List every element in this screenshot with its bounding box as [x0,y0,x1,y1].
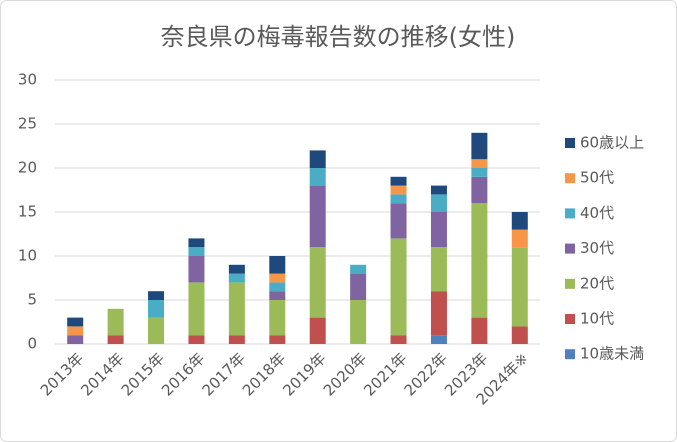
y-tick-label: 0 [27,335,37,353]
bar-segment [67,335,84,344]
bar-segment [269,300,286,336]
bar-segment [228,273,245,283]
chart-title: 奈良県の梅毒報告数の推移(女性) [161,23,516,51]
bar-segment [188,282,205,336]
bar-segment [188,238,205,248]
legend-swatch [565,138,575,148]
y-tick-label: 15 [18,203,37,221]
bar-segment [67,326,84,336]
bar-segment [309,168,326,186]
legend-label: 10代 [580,310,614,328]
legend-label: 60歳以上 [580,134,644,152]
legend-swatch [565,349,575,360]
y-tick-label: 5 [27,291,37,309]
y-tick-label: 10 [18,247,37,265]
bar-segment [188,256,205,283]
bar-segment [511,247,528,327]
bar-segment [430,185,447,195]
bar-segment [430,212,447,248]
legend-swatch [565,278,575,289]
bar-segment [390,203,407,239]
y-tick-label: 25 [18,115,37,133]
bar-segment [471,132,488,160]
bar-segment [228,264,245,274]
bar-segment [430,194,447,212]
bar-segment [430,335,447,344]
bar-segment [471,176,488,204]
bar-segment [309,185,326,248]
bar-segment [471,159,488,168]
bar-segment [430,247,447,292]
legend-swatch [565,314,575,324]
bar-segment [390,194,407,204]
bar-segment [350,273,367,300]
legend-label: 10歳未満 [580,345,644,363]
bar-segment [390,185,407,195]
bar-segment [309,247,326,318]
bar-segment [269,335,286,344]
bar-segment [188,247,205,256]
bar-segment [471,317,488,344]
bar-segment [390,176,407,186]
bar-segment [471,168,488,177]
bar-segment [309,150,326,168]
bar-segment [269,256,286,274]
bar-segment [471,203,488,318]
bar-segment [228,335,245,344]
y-tick-label: 30 [18,71,37,89]
bar-segment [148,300,165,318]
y-tick-label: 20 [18,159,37,177]
legend-label: 50代 [580,169,614,187]
bar-segment [350,300,367,344]
bar-segment [511,229,528,248]
legend-swatch [565,208,575,219]
bar-segment [350,264,367,274]
bar-segment [511,326,528,344]
bar-segment [511,212,528,230]
bar-segment [309,317,326,344]
legend-label: 30代 [580,239,614,257]
bar-segment [67,317,84,327]
bar-segment [390,238,407,336]
legend-label: 20代 [580,274,614,292]
legend-swatch [565,173,575,184]
legend-swatch [565,243,575,254]
bar-segment [148,317,165,344]
legend-label: 40代 [580,204,614,222]
bar-segment [390,335,407,344]
bar-segment [107,308,124,336]
bar-segment [269,273,286,283]
bar-segment [269,282,286,292]
bar-segment [228,282,245,336]
bar-segment [269,291,286,300]
bar-segment [107,335,124,344]
bar-segment [188,335,205,344]
bar-segment [430,291,447,336]
bar-segment [148,291,165,300]
